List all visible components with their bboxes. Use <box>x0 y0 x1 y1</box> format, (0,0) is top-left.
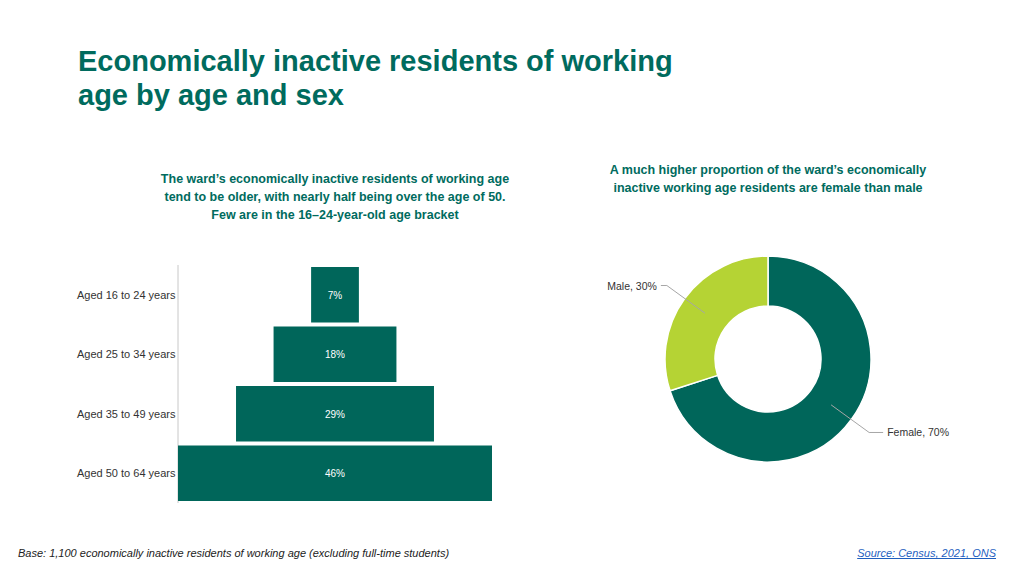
leader-line <box>831 405 883 433</box>
bar <box>311 267 359 323</box>
category-label: Aged 35 to 49 years <box>77 408 176 420</box>
subtitle: The ward’s economically inactive residen… <box>160 170 510 224</box>
bar <box>274 327 397 383</box>
category-label: Aged 16 to 24 years <box>77 289 176 301</box>
slice <box>665 256 768 391</box>
base-note: Base: 1,100 economically inactive reside… <box>18 547 449 559</box>
category-label: Female <box>887 426 922 438</box>
data-label: Male, 30% <box>607 280 657 292</box>
subtitle: A much higher proportion of the ward’s e… <box>598 161 938 197</box>
category-label: Aged 50 to 64 years <box>77 467 176 479</box>
leader-line <box>661 286 705 314</box>
source[interactable]: Source: Census, 2021, ONS <box>857 547 996 559</box>
donut-chart: Female, 70% Male, 30% <box>607 256 949 462</box>
category-label: Aged 25 to 34 years <box>77 348 176 360</box>
category-label: Male <box>607 280 630 292</box>
bar <box>236 386 434 442</box>
bar-chart: Aged 16 to 24 years 7% Aged 25 to 34 years… <box>77 265 492 503</box>
data-label: 29% <box>325 409 345 420</box>
bar <box>178 446 492 502</box>
canvas: Aged 16 to 24 years 7% Aged 25 to 34 years… <box>0 0 1024 576</box>
data-label: 18% <box>325 349 345 360</box>
title: Economically inactive residents of worki… <box>78 44 678 112</box>
data-label: 7% <box>328 290 343 301</box>
value-label: 70% <box>928 426 949 438</box>
data-label: 46% <box>325 468 345 479</box>
value-label: 30% <box>636 280 657 292</box>
data-label: Female, 70% <box>887 426 949 438</box>
